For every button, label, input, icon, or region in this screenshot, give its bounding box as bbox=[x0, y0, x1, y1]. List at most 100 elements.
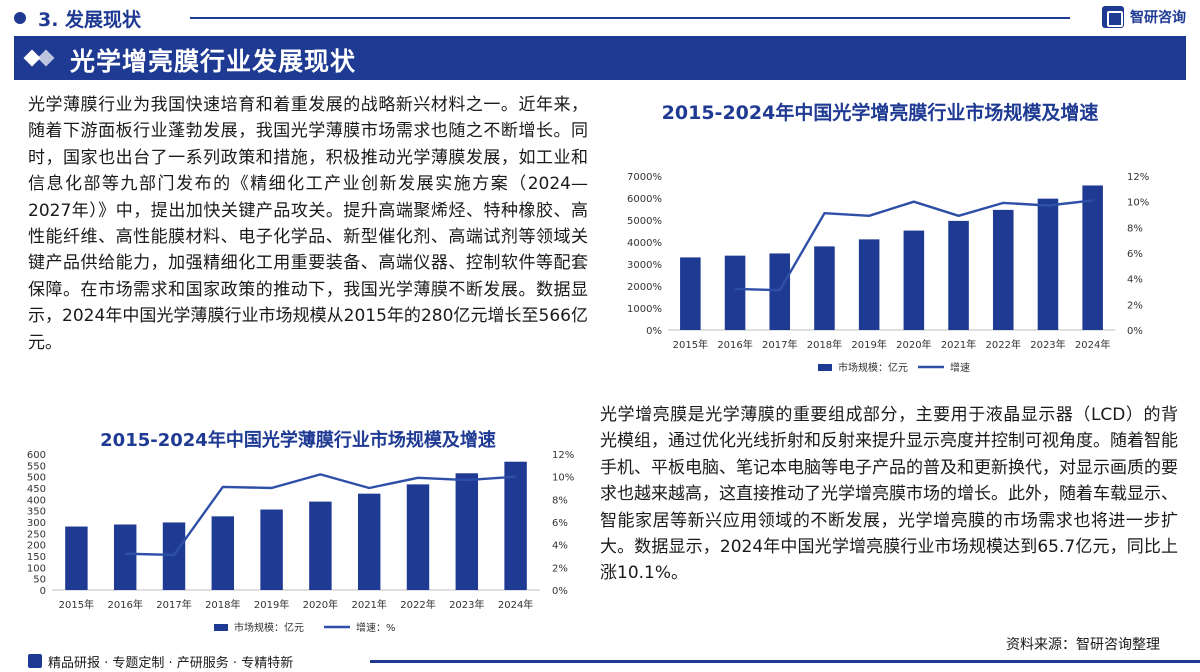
x-tick-label: 2019年 bbox=[254, 598, 289, 611]
y-tick-label: 7000% bbox=[627, 172, 662, 183]
y-tick-label: 400 bbox=[27, 495, 46, 506]
y-tick-label: 2000% bbox=[627, 282, 662, 293]
x-tick-label: 2021年 bbox=[351, 598, 386, 611]
footer-logo-icon bbox=[28, 654, 42, 668]
growth-line bbox=[125, 473, 516, 557]
bar bbox=[455, 473, 479, 590]
y-tick-label: 0 bbox=[40, 586, 46, 597]
y-tick-label: 100 bbox=[27, 563, 46, 574]
y2-tick-label: 2% bbox=[552, 563, 568, 574]
brand-name: 智研咨询 bbox=[1130, 10, 1186, 26]
y2-tick-label: 4% bbox=[552, 541, 568, 552]
y2-tick-label: 0% bbox=[552, 586, 568, 597]
chart-title-optical-film: 2015-2024年中国光学薄膜行业市场规模及增速 bbox=[100, 430, 496, 451]
x-tick-label: 2017年 bbox=[156, 598, 191, 611]
footer-rule bbox=[370, 660, 1200, 663]
brand-logo-icon bbox=[1102, 6, 1124, 28]
footer-slogan-text: 精品研报 · 专题定制 · 产研服务 · 专精特新 bbox=[48, 655, 294, 671]
y2-tick-label: 8% bbox=[552, 495, 568, 506]
bar bbox=[113, 524, 137, 590]
footer-slogan: 精品研报 · 专题定制 · 产研服务 · 专精特新 bbox=[28, 652, 294, 671]
brand: 智研咨询 bbox=[1102, 4, 1186, 30]
intro-paragraph: 光学薄膜行业为我国快速培育和着重发展的战略新兴材料之一。近年来，随着下游面板行业… bbox=[28, 95, 588, 353]
x-tick-label: 2018年 bbox=[807, 338, 842, 351]
x-tick-label: 2022年 bbox=[986, 338, 1021, 351]
x-tick-label: 2017年 bbox=[762, 338, 797, 351]
y2-tick-label: 2% bbox=[1127, 300, 1143, 311]
bar bbox=[504, 461, 527, 590]
bar bbox=[858, 239, 880, 330]
y2-tick-label: 12% bbox=[552, 450, 574, 461]
y-tick-label: 300 bbox=[27, 518, 46, 529]
y-tick-label: 150 bbox=[27, 552, 46, 563]
legend-label: 市场规模：亿元 bbox=[838, 361, 908, 374]
x-tick-label: 2020年 bbox=[303, 598, 338, 611]
bar bbox=[992, 209, 1014, 330]
header-rule bbox=[190, 17, 1070, 19]
bar bbox=[357, 493, 381, 590]
top-bar: 3. 发展现状 智研咨询 bbox=[0, 0, 1200, 36]
y2-tick-label: 6% bbox=[1127, 249, 1143, 260]
x-tick-label: 2015年 bbox=[673, 338, 708, 351]
x-tick-label: 2021年 bbox=[941, 338, 976, 351]
x-tick-label: 2020年 bbox=[896, 338, 931, 351]
legend-bar-swatch bbox=[214, 624, 228, 631]
y-tick-label: 6000% bbox=[627, 194, 662, 205]
y2-tick-label: 10% bbox=[1127, 198, 1149, 209]
y2-tick-label: 10% bbox=[552, 473, 574, 484]
y2-tick-label: 6% bbox=[552, 518, 568, 529]
growth-line bbox=[735, 199, 1093, 292]
bar bbox=[162, 522, 186, 590]
y-tick-label: 350 bbox=[27, 507, 46, 518]
x-tick-label: 2015年 bbox=[59, 598, 94, 611]
bar bbox=[1037, 198, 1059, 330]
bar bbox=[680, 257, 701, 330]
y-tick-label: 1000% bbox=[627, 304, 662, 315]
bar bbox=[211, 516, 235, 590]
bar bbox=[260, 509, 283, 590]
x-tick-label: 2022年 bbox=[400, 598, 435, 611]
section-dot-icon bbox=[14, 12, 26, 24]
y-tick-label: 250 bbox=[27, 529, 46, 540]
x-tick-label: 2023年 bbox=[1030, 338, 1065, 351]
x-tick-label: 2023年 bbox=[449, 598, 484, 611]
y2-tick-label: 0% bbox=[1127, 326, 1143, 337]
y-tick-label: 50 bbox=[33, 575, 46, 586]
legend-label: 增速：% bbox=[356, 621, 396, 632]
bar bbox=[309, 501, 332, 590]
bar bbox=[948, 220, 969, 330]
section-title: 3. 发展现状 bbox=[38, 9, 142, 31]
x-tick-label: 2024年 bbox=[1075, 338, 1110, 351]
source-note: 资料来源：智研咨询整理 bbox=[1006, 637, 1160, 653]
legend-bar-swatch bbox=[818, 364, 832, 371]
y-tick-label: 450 bbox=[27, 484, 46, 495]
y-tick-label: 500 bbox=[27, 473, 46, 484]
bar bbox=[903, 230, 925, 330]
y2-tick-label: 8% bbox=[1127, 223, 1143, 234]
legend-label: 市场规模：亿元 bbox=[234, 621, 304, 632]
x-tick-label: 2016年 bbox=[717, 338, 752, 351]
bar bbox=[724, 255, 746, 330]
title-bar: 光学增亮膜行业发展现状 bbox=[14, 36, 1186, 80]
chart-brightness-film: 0% 1000% 2000% 3000% 4000% 5000% 6000% 7000% 0% 2… bbox=[627, 172, 1149, 374]
y-tick-label: 5000% bbox=[627, 216, 662, 227]
diamond-icon bbox=[23, 48, 56, 68]
chart-title-brightness-film: 2015-2024年中国光学增亮膜行业市场规模及增速 bbox=[661, 102, 1099, 124]
legend-label: 增速 bbox=[950, 361, 970, 374]
y-tick-label: 0% bbox=[646, 326, 662, 337]
y-tick-label: 600 bbox=[27, 450, 46, 461]
x-tick-label: 2018年 bbox=[205, 598, 240, 611]
x-tick-label: 2024年 bbox=[498, 598, 533, 611]
y-tick-label: 200 bbox=[27, 541, 46, 552]
bar bbox=[406, 484, 430, 590]
x-tick-label: 2016年 bbox=[107, 598, 142, 611]
bar bbox=[769, 253, 791, 330]
bar bbox=[814, 246, 835, 330]
x-tick-label: 2019年 bbox=[851, 338, 886, 351]
y2-tick-label: 4% bbox=[1127, 275, 1143, 286]
y-tick-label: 3000% bbox=[627, 260, 662, 271]
page-title: 光学增亮膜行业发展现状 bbox=[70, 47, 357, 76]
bar bbox=[1082, 185, 1103, 330]
y-tick-label: 4000% bbox=[627, 238, 662, 249]
